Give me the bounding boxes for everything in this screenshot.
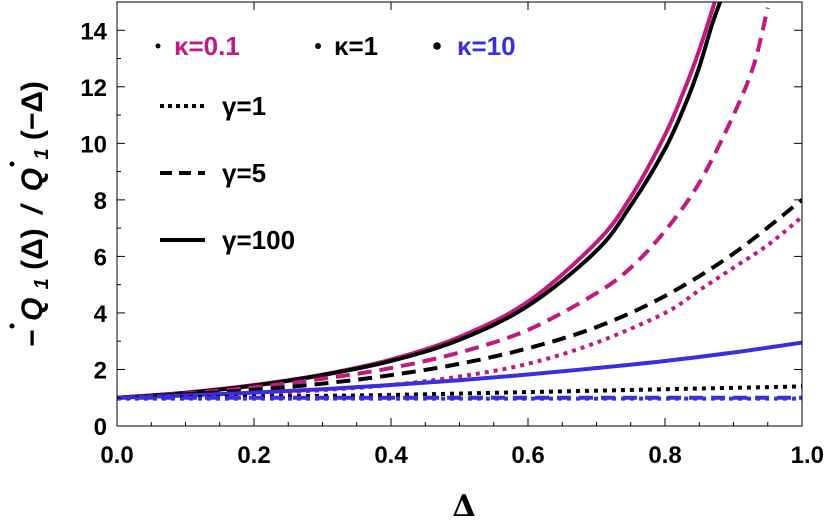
y-tick-label: 8 (94, 188, 107, 215)
series-line-kappa-0-1-gamma-1 (117, 215, 802, 400)
legend-label-gamma-1: γ=1 (222, 91, 266, 121)
y-label-slash: / (16, 203, 49, 216)
y-tick-label: 4 (94, 301, 108, 328)
y-label-dot-num (9, 323, 15, 329)
y-label-den-var: Q (16, 168, 49, 191)
legend-label-kappa-10: κ=10 (457, 31, 516, 61)
legend: κ=0.1 κ=1 κ=10 γ=1 γ=5 γ=100 (155, 31, 516, 255)
legend-kappa-10: κ=10 (433, 31, 516, 61)
y-tick-label: 2 (94, 357, 107, 384)
legend-gamma-5: γ=5 (160, 158, 266, 188)
legend-dot-kappa-10 (433, 42, 441, 50)
legend-label-kappa-1: κ=1 (334, 31, 378, 61)
x-tick-label: 0.8 (648, 442, 681, 469)
y-tick-label: 14 (80, 18, 107, 45)
y-tick-label: 12 (80, 75, 107, 102)
legend-dot-kappa-0-1 (155, 43, 161, 49)
series-line-kappa-1-gamma-5 (117, 198, 802, 400)
y-label-num-var: Q (16, 298, 49, 321)
x-tick-label: 1.0 (791, 442, 824, 469)
y-label-den-sub: 1 (31, 148, 53, 159)
legend-gamma-1: γ=1 (160, 91, 266, 121)
y-label-num-sub: 1 (31, 278, 53, 289)
x-tick-label: 0.6 (511, 442, 544, 469)
y-label-dot-den (9, 161, 15, 167)
y-label-minus: − (16, 329, 49, 347)
y-label-num-arg: (Δ) (16, 228, 49, 270)
x-tick-label: 0.2 (237, 442, 270, 469)
legend-gamma-100: γ=100 (160, 225, 295, 255)
svg-text:− Q 1 (Δ): − Q 1 (Δ) / Q 1 (−Δ) (16, 81, 55, 347)
x-tick-label: 0.0 (100, 442, 133, 469)
legend-label-gamma-100: γ=100 (222, 225, 295, 255)
legend-dot-kappa-1 (315, 43, 321, 49)
series-line-kappa-0-1-gamma-5 (117, 7, 770, 400)
y-tick-label: 0 (94, 414, 107, 441)
x-axis-label: Δ (452, 489, 475, 524)
legend-kappa-1: κ=1 (315, 31, 378, 61)
series-layer (117, 2, 802, 401)
legend-label-kappa-0-1: κ=0.1 (174, 31, 240, 61)
x-tick-label: 0.4 (374, 442, 408, 469)
y-tick-label: 6 (94, 244, 107, 271)
series-line-kappa-10-gamma-100 (117, 340, 802, 400)
y-label-den-arg: (−Δ) (16, 81, 49, 140)
y-ticks: 0 2 4 6 8 10 12 14 (80, 18, 802, 441)
y-tick-label: 10 (80, 131, 107, 158)
x-ticks: 0.0 0.2 0.4 0.6 0.8 1.0 (100, 2, 824, 469)
legend-label-gamma-5: γ=5 (222, 158, 266, 188)
legend-kappa-0-1: κ=0.1 (155, 31, 240, 61)
y-axis-label: − Q 1 (Δ) / Q 1 (−Δ) (9, 81, 55, 347)
